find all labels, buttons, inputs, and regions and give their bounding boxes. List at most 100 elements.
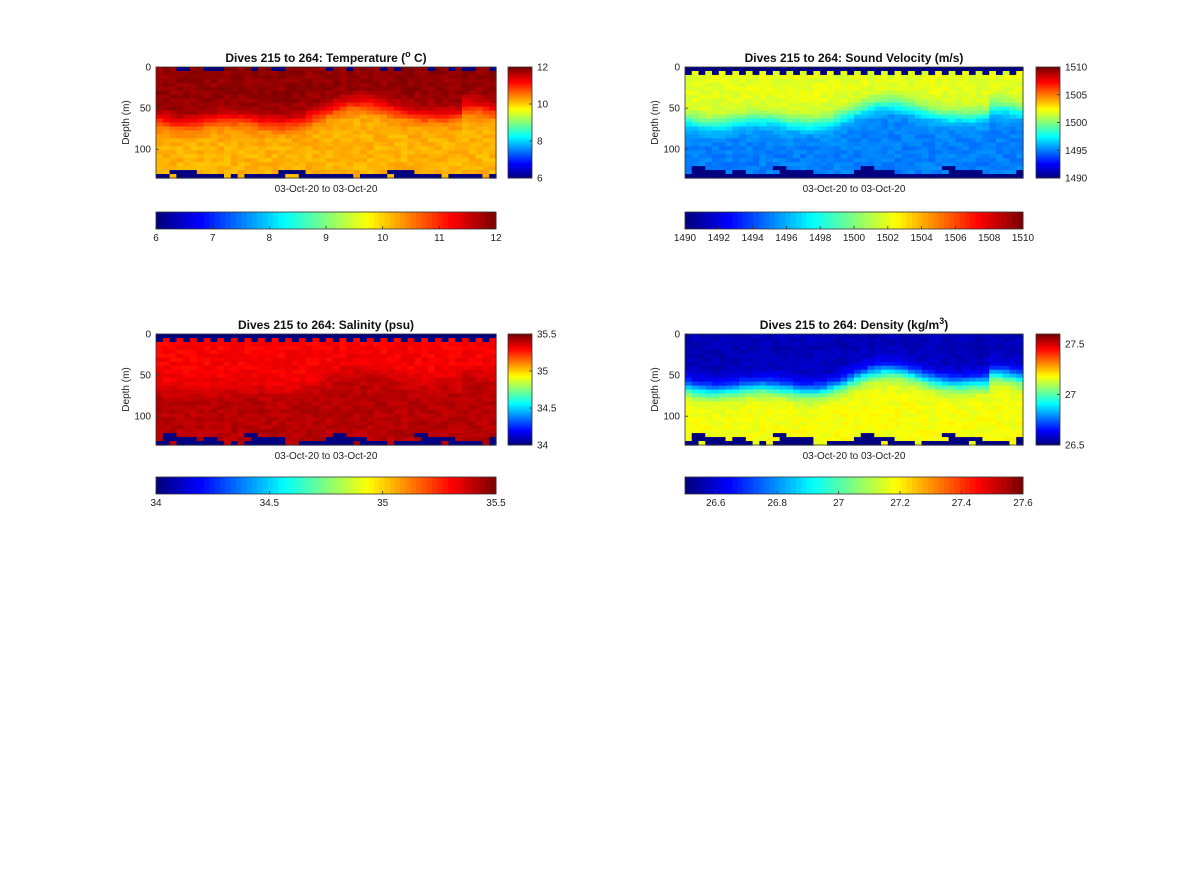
- heatmap-cell: [224, 154, 232, 159]
- heatmap-cell: [847, 126, 855, 132]
- heatmap-cell: [995, 154, 1004, 159]
- heatmap-cell: [462, 409, 470, 414]
- heatmap-cell: [312, 421, 320, 426]
- heatmap-cell: [434, 349, 443, 355]
- heatmap-cell: [169, 114, 177, 120]
- heatmap-cell: [210, 162, 218, 167]
- heatmap-cell: [169, 142, 177, 147]
- heatmap-cell: [230, 130, 239, 135]
- heatmap-cell: [705, 158, 713, 163]
- heatmap-cell: [833, 78, 842, 84]
- heatmap-cell: [941, 82, 950, 88]
- heatmap-cell: [840, 94, 848, 100]
- heatmap-cell: [387, 357, 395, 363]
- heatmap-cell: [462, 94, 470, 100]
- colorbar-segment: [1036, 80, 1060, 84]
- heatmap-cell: [360, 142, 368, 147]
- heatmap-cell: [772, 86, 781, 92]
- heatmap-cell: [394, 138, 402, 143]
- heatmap-cell: [725, 94, 733, 100]
- colorbar-segment: [256, 212, 263, 229]
- heatmap-cell: [779, 106, 787, 112]
- heatmap-cell: [190, 158, 198, 163]
- heatmap-cell: [1002, 86, 1011, 92]
- colorbar-segment: [508, 351, 532, 354]
- colorbar-segment: [405, 212, 412, 229]
- heatmap-cell: [326, 401, 334, 406]
- colorbar-segment: [182, 212, 189, 229]
- colorbar-segment: [508, 125, 532, 129]
- heatmap-cell: [921, 82, 929, 88]
- heatmap-cell: [725, 150, 733, 155]
- heatmap-cell: [339, 421, 347, 426]
- heatmap-cell: [982, 74, 990, 80]
- heatmap-cell: [190, 98, 198, 104]
- heatmap-cell: [441, 421, 449, 426]
- heatmap-cell: [840, 166, 848, 171]
- heatmap-cell: [468, 429, 477, 434]
- heatmap-cell: [732, 429, 740, 434]
- heatmap-cell: [176, 90, 184, 96]
- heatmap-cell: [482, 433, 490, 438]
- heatmap-cell: [407, 341, 415, 347]
- heatmap-cell: [373, 369, 381, 375]
- heatmap-cell: [366, 377, 375, 383]
- heatmap-cell: [305, 425, 313, 430]
- colorbar-segment: [508, 117, 532, 120]
- heatmap-cell: [360, 78, 368, 84]
- heatmap-cell: [455, 433, 463, 438]
- heatmap-cell: [874, 166, 882, 171]
- heatmap-cell: [745, 78, 754, 84]
- heatmap-cell: [793, 126, 801, 132]
- heatmap-cell: [183, 98, 191, 104]
- heatmap-cell: [908, 110, 916, 116]
- heatmap-cell: [353, 142, 361, 147]
- heatmap-cell: [421, 122, 429, 128]
- heatmap-cell: [421, 170, 429, 175]
- colorbar-segment: [166, 212, 173, 229]
- chart-title: Dives 215 to 264: Salinity (psu): [238, 318, 414, 332]
- colorbar-segment: [753, 212, 760, 229]
- heatmap-cell: [183, 337, 191, 343]
- colorbar-segment: [320, 477, 327, 494]
- heatmap-cell: [264, 413, 273, 418]
- heatmap-cell: [813, 118, 821, 124]
- heatmap-cell: [203, 373, 211, 379]
- heatmap-cell: [271, 397, 279, 402]
- heatmap-cell: [251, 70, 259, 76]
- heatmap-cell: [380, 98, 388, 104]
- colorbar-segment: [508, 347, 532, 351]
- side-colorbar-tick-label: 1505: [1065, 90, 1088, 101]
- heatmap-cell: [176, 357, 184, 363]
- heatmap-cell: [705, 150, 713, 155]
- heatmap-cell: [210, 341, 218, 347]
- heatmap-cell: [928, 146, 936, 151]
- heatmap-cell: [373, 361, 381, 367]
- heatmap-cell: [739, 373, 747, 379]
- heatmap-cell: [271, 174, 279, 179]
- heatmap-cell: [332, 70, 341, 76]
- heatmap-cell: [779, 142, 787, 147]
- heatmap-cell: [251, 146, 259, 151]
- heatmap-cell: [989, 122, 997, 128]
- heatmap-cell: [414, 334, 422, 339]
- heatmap-cell: [400, 82, 409, 88]
- heatmap-cell: [210, 381, 218, 387]
- heatmap-cell: [489, 381, 497, 387]
- heatmap-cell: [169, 70, 177, 76]
- heatmap-cell: [394, 373, 402, 379]
- colorbar-segment: [1036, 110, 1060, 113]
- heatmap-cell: [475, 353, 483, 359]
- heatmap-cell: [203, 413, 211, 418]
- heatmap-cell: [462, 146, 470, 151]
- heatmap-cell: [854, 126, 862, 132]
- heatmap-cell: [462, 389, 470, 395]
- heatmap-cell: [353, 150, 361, 155]
- y-axis-label: Depth (m): [650, 100, 661, 144]
- heatmap-cell: [258, 341, 266, 347]
- heatmap-cell: [975, 150, 984, 155]
- heatmap-cell: [712, 134, 720, 139]
- heatmap-cell: [482, 90, 490, 96]
- heatmap-cell: [210, 334, 218, 339]
